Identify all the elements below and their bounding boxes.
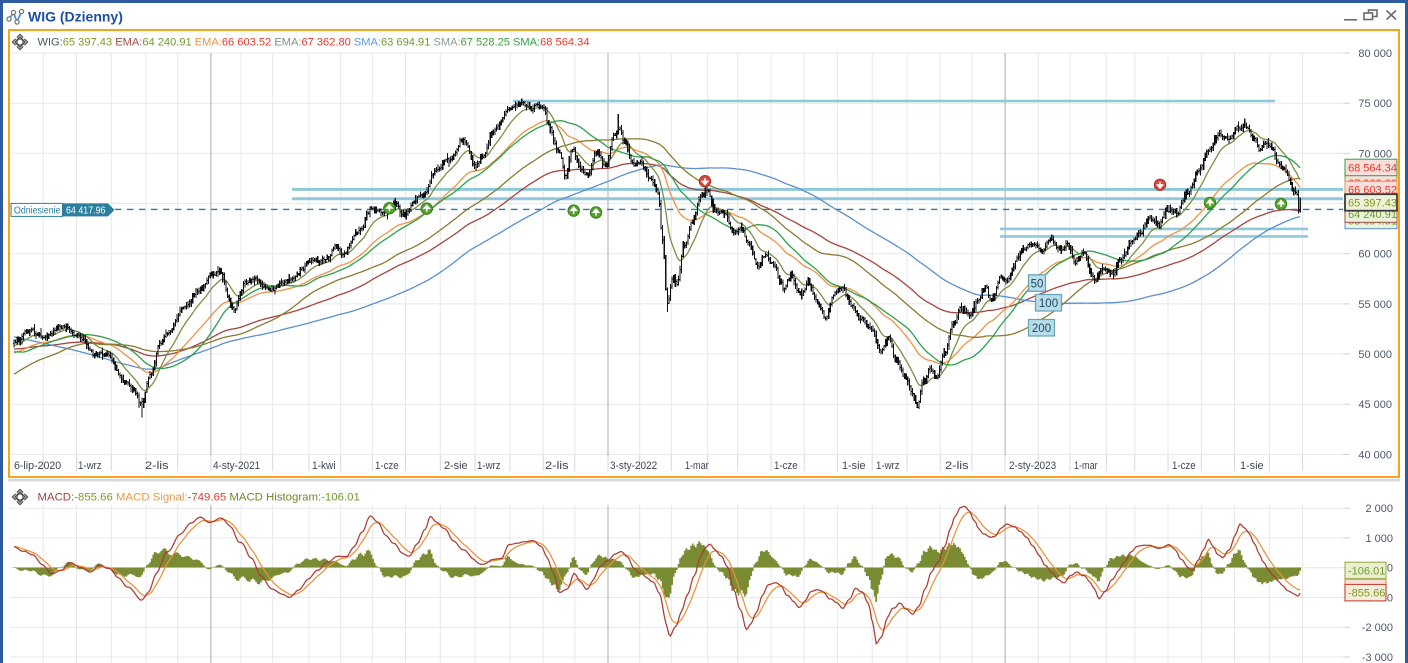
svg-text:65 397.43: 65 397.43 <box>1348 197 1397 209</box>
svg-text:45 000: 45 000 <box>1358 399 1392 411</box>
svg-text:55 000: 55 000 <box>1358 299 1392 311</box>
svg-text:50: 50 <box>1031 279 1044 291</box>
svg-text:-2 000: -2 000 <box>1362 622 1393 634</box>
svg-text:1-mar: 1-mar <box>1074 460 1098 472</box>
svg-text:50 000: 50 000 <box>1358 349 1392 361</box>
svg-text:-855.66: -855.66 <box>1348 588 1385 600</box>
svg-text:6-lip-2020: 6-lip-2020 <box>14 460 61 472</box>
svg-text:2-sty-2023: 2-sty-2023 <box>1009 460 1056 472</box>
svg-text:75 000: 75 000 <box>1358 98 1392 110</box>
svg-text:MACD:-855.66 MACD Signal:-749.: MACD:-855.66 MACD Signal:-749.65 MACD Hi… <box>38 492 360 504</box>
svg-text:1-mar: 1-mar <box>685 460 709 472</box>
svg-text:2 000: 2 000 <box>1365 503 1393 515</box>
svg-text:1-wrz: 1-wrz <box>477 460 501 472</box>
svg-text:1-wrz: 1-wrz <box>876 460 900 472</box>
svg-text:Odniesienie: Odniesienie <box>14 205 61 216</box>
svg-text:2-sie: 2-sie <box>444 460 468 472</box>
svg-text:-3 000: -3 000 <box>1362 652 1393 663</box>
svg-text:2-lis: 2-lis <box>145 460 169 472</box>
svg-text:1-cze: 1-cze <box>375 460 399 472</box>
svg-text:0: 0 <box>1387 563 1393 575</box>
svg-text:64 240.91: 64 240.91 <box>1348 209 1397 221</box>
svg-text:200: 200 <box>1032 323 1051 335</box>
svg-text:WIG:65 397.43 EMA:64 240.91 EM: WIG:65 397.43 EMA:64 240.91 EMA:66 603.5… <box>38 37 590 49</box>
svg-text:1-cze: 1-cze <box>1172 460 1196 472</box>
svg-text:2-lis: 2-lis <box>945 460 969 472</box>
svg-text:68 564.34: 68 564.34 <box>1348 163 1397 175</box>
svg-text:64 417.96: 64 417.96 <box>66 205 106 216</box>
svg-text:-106.01: -106.01 <box>1348 566 1385 578</box>
svg-text:1-cze: 1-cze <box>774 460 798 472</box>
svg-text:60 000: 60 000 <box>1358 249 1392 261</box>
svg-text:4-sty-2021: 4-sty-2021 <box>213 460 260 472</box>
svg-text:40 000: 40 000 <box>1358 449 1392 461</box>
svg-text:70 000: 70 000 <box>1358 148 1392 160</box>
svg-text:100: 100 <box>1039 298 1058 310</box>
svg-text:WIG (Dzienny): WIG (Dzienny) <box>28 9 123 25</box>
svg-text:2-lis: 2-lis <box>545 460 569 472</box>
svg-text:1-sie: 1-sie <box>1240 460 1264 472</box>
svg-text:1-wrz: 1-wrz <box>78 460 102 472</box>
svg-text:3-sty-2022: 3-sty-2022 <box>610 460 657 472</box>
svg-text:80 000: 80 000 <box>1358 48 1392 60</box>
svg-text:1 000: 1 000 <box>1365 533 1393 545</box>
svg-text:1-sie: 1-sie <box>842 460 866 472</box>
svg-text:1-kwi: 1-kwi <box>312 460 336 472</box>
